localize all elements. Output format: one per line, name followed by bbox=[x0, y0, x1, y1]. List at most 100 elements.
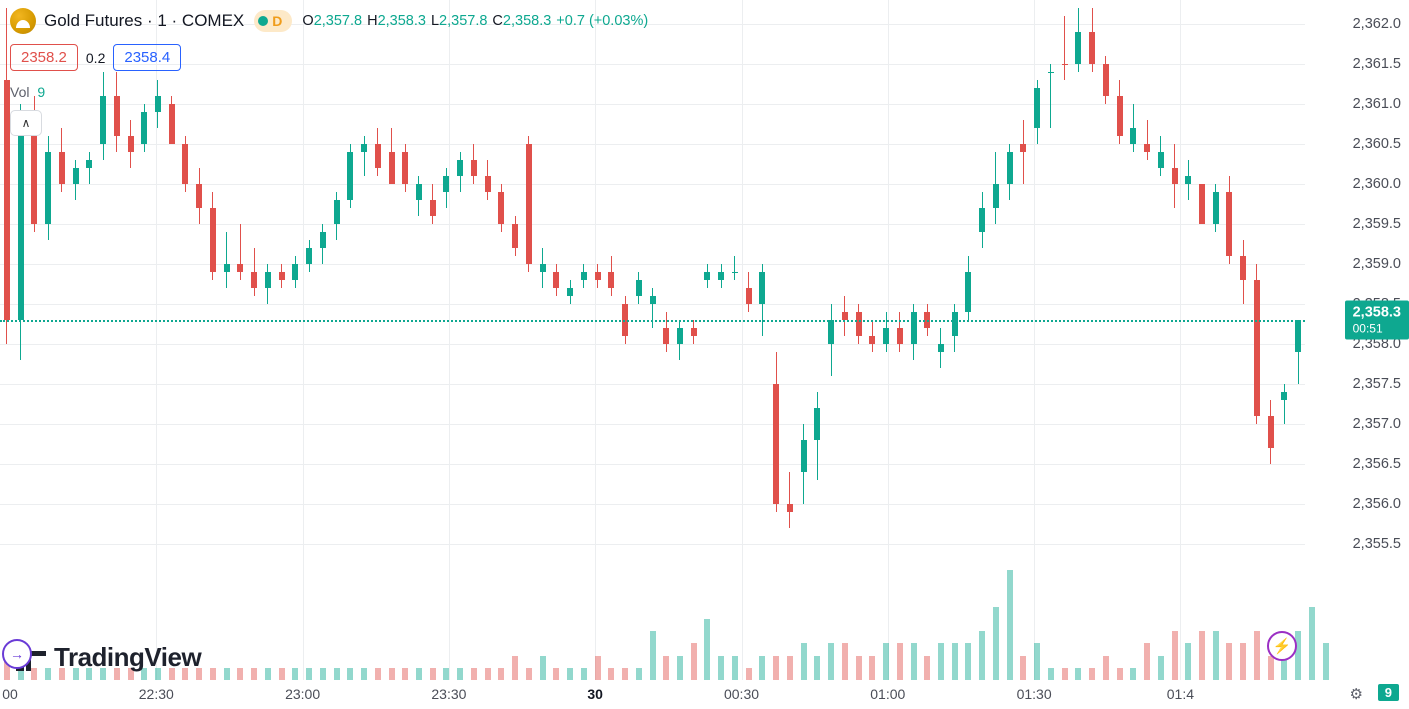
volume-bar[interactable] bbox=[1089, 668, 1095, 680]
volume-bar[interactable] bbox=[924, 656, 930, 680]
volume-bar[interactable] bbox=[1048, 668, 1054, 680]
nav-back-icon[interactable]: → bbox=[2, 639, 32, 669]
volume-bar[interactable] bbox=[1117, 668, 1123, 680]
volume-bar[interactable] bbox=[402, 668, 408, 680]
price-axis-tick[interactable]: 2,356.5 bbox=[1353, 456, 1401, 472]
volume-bar[interactable] bbox=[952, 643, 958, 680]
price-axis-tick[interactable]: 2,359.5 bbox=[1353, 216, 1401, 232]
volume-bar[interactable] bbox=[567, 668, 573, 680]
volume-bar[interactable] bbox=[801, 643, 807, 680]
price-axis-tick[interactable]: 2,356.0 bbox=[1353, 496, 1401, 512]
price-axis[interactable]: 2,362.0 2,361.5 2,361.0 2,360.5 2,360.0 2,359… bbox=[1305, 0, 1409, 680]
volume-bar[interactable] bbox=[677, 656, 683, 680]
time-axis[interactable]: 00 22:30 23:00 23:30 30 00:30 01:00 01:30 01:4 bbox=[0, 680, 1305, 709]
volume-bar[interactable] bbox=[416, 668, 422, 680]
volume-bar[interactable] bbox=[883, 643, 889, 680]
volume-bar[interactable] bbox=[622, 668, 628, 680]
volume-bar[interactable] bbox=[1075, 668, 1081, 680]
time-axis-tick[interactable]: 01:00 bbox=[870, 686, 905, 702]
volume-bar[interactable] bbox=[430, 668, 436, 680]
volume-bar[interactable] bbox=[457, 668, 463, 680]
volume-bar[interactable] bbox=[993, 607, 999, 680]
price-axis-tick[interactable]: 2,357.0 bbox=[1353, 416, 1401, 432]
volume-bar[interactable] bbox=[828, 643, 834, 680]
volume-bar[interactable] bbox=[526, 668, 532, 680]
volume-bar[interactable] bbox=[869, 656, 875, 680]
volume-bar[interactable] bbox=[375, 668, 381, 680]
volume-bar[interactable] bbox=[485, 668, 491, 680]
volume-bar[interactable] bbox=[704, 619, 710, 680]
volume-bar[interactable] bbox=[210, 668, 216, 680]
volume-bar[interactable] bbox=[663, 656, 669, 680]
volume-bar[interactable] bbox=[842, 643, 848, 680]
time-axis-tick[interactable]: 23:30 bbox=[431, 686, 466, 702]
volume-bar[interactable] bbox=[1062, 668, 1068, 680]
price-axis-tick[interactable]: 2,361.0 bbox=[1353, 96, 1401, 112]
volume-bar[interactable] bbox=[1185, 643, 1191, 680]
price-axis-tick[interactable]: 2,361.5 bbox=[1353, 56, 1401, 72]
volume-bar[interactable] bbox=[979, 631, 985, 680]
volume-bar[interactable] bbox=[389, 668, 395, 680]
volume-bar[interactable] bbox=[787, 656, 793, 680]
volume-bar[interactable] bbox=[361, 668, 367, 680]
volume-bar[interactable] bbox=[471, 668, 477, 680]
volume-bar[interactable] bbox=[306, 668, 312, 680]
volume-bar[interactable] bbox=[650, 631, 656, 680]
volume-bar[interactable] bbox=[938, 643, 944, 680]
price-axis-tick[interactable]: 2,357.5 bbox=[1353, 376, 1401, 392]
price-axis-tick[interactable]: 2,362.0 bbox=[1353, 16, 1401, 32]
period-badge[interactable]: D bbox=[254, 10, 292, 32]
volume-bar[interactable] bbox=[347, 668, 353, 680]
price-axis-tick[interactable]: 2,359.0 bbox=[1353, 256, 1401, 272]
volume-bar[interactable] bbox=[856, 656, 862, 680]
price-axis-tick[interactable]: 2,360.0 bbox=[1353, 176, 1401, 192]
volume-bar[interactable] bbox=[553, 668, 559, 680]
time-axis-tick[interactable]: 00 bbox=[2, 686, 18, 702]
volume-bar[interactable] bbox=[237, 668, 243, 680]
high-price-badge[interactable]: 2358.4 bbox=[113, 44, 181, 71]
volume-bar[interactable] bbox=[636, 668, 642, 680]
flash-icon[interactable]: ⚡ bbox=[1267, 631, 1297, 661]
time-axis-tick[interactable]: 22:30 bbox=[139, 686, 174, 702]
time-axis-tick[interactable]: 00:30 bbox=[724, 686, 759, 702]
volume-bar[interactable] bbox=[443, 668, 449, 680]
symbol-title[interactable]: Gold Futures · 1 · COMEX bbox=[44, 11, 244, 31]
volume-bar[interactable] bbox=[1240, 643, 1246, 680]
volume-bar[interactable] bbox=[814, 656, 820, 680]
plot-area[interactable] bbox=[0, 0, 1305, 680]
volume-bar[interactable] bbox=[320, 668, 326, 680]
volume-bar[interactable] bbox=[334, 668, 340, 680]
volume-bar[interactable] bbox=[1268, 656, 1274, 680]
volume-bar[interactable] bbox=[1295, 631, 1301, 680]
volume-count-badge[interactable]: 9 bbox=[1378, 684, 1399, 701]
time-axis-tick[interactable]: 30 bbox=[587, 686, 603, 702]
volume-bar[interactable] bbox=[746, 668, 752, 680]
volume-bar[interactable] bbox=[1172, 631, 1178, 680]
volume-bar[interactable] bbox=[1213, 631, 1219, 680]
volume-bar[interactable] bbox=[540, 656, 546, 680]
volume-bar[interactable] bbox=[1103, 656, 1109, 680]
volume-bar[interactable] bbox=[292, 668, 298, 680]
volume-bar[interactable] bbox=[718, 656, 724, 680]
volume-bar[interactable] bbox=[608, 668, 614, 680]
volume-bar[interactable] bbox=[595, 656, 601, 680]
volume-bar[interactable] bbox=[759, 656, 765, 680]
time-axis-tick[interactable]: 23:00 bbox=[285, 686, 320, 702]
volume-bar[interactable] bbox=[965, 643, 971, 680]
volume-bar[interactable] bbox=[773, 656, 779, 680]
volume-bar[interactable] bbox=[1130, 668, 1136, 680]
volume-bar[interactable] bbox=[1020, 656, 1026, 680]
volume-bar[interactable] bbox=[897, 643, 903, 680]
volume-bar[interactable] bbox=[265, 668, 271, 680]
settings-gear-icon[interactable]: ⚙ bbox=[1350, 685, 1363, 703]
volume-bar[interactable] bbox=[1007, 570, 1013, 680]
volume-bar[interactable] bbox=[1144, 643, 1150, 680]
collapse-panel-button[interactable]: ∧ bbox=[10, 110, 42, 136]
volume-bar[interactable] bbox=[224, 668, 230, 680]
volume-bar[interactable] bbox=[279, 668, 285, 680]
low-price-badge[interactable]: 2358.2 bbox=[10, 44, 78, 71]
volume-bar[interactable] bbox=[1226, 643, 1232, 680]
time-axis-tick[interactable]: 01:30 bbox=[1017, 686, 1052, 702]
price-axis-tick[interactable]: 2,360.5 bbox=[1353, 136, 1401, 152]
volume-bar[interactable] bbox=[1199, 631, 1205, 680]
